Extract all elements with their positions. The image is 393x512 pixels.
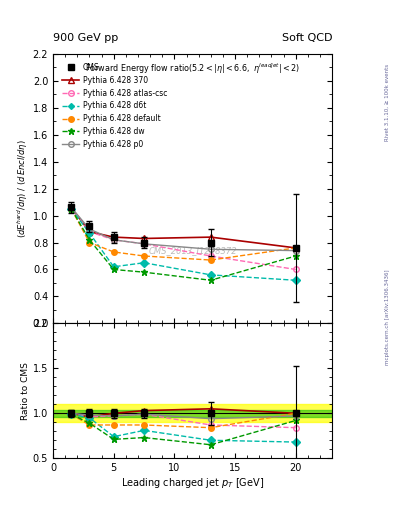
Y-axis label: $(dE^{hard}/d\eta)\ /\ (d\,Encl/d\eta)$: $(dE^{hard}/d\eta)\ /\ (d\,Encl/d\eta)$	[15, 139, 30, 238]
Legend: CMS, Pythia 6.428 370, Pythia 6.428 atlas-csc, Pythia 6.428 d6t, Pythia 6.428 de: CMS, Pythia 6.428 370, Pythia 6.428 atla…	[62, 63, 167, 149]
Text: Rivet 3.1.10, ≥ 100k events: Rivet 3.1.10, ≥ 100k events	[385, 64, 389, 141]
Bar	[53, 404, 332, 422]
Bar	[53, 410, 332, 417]
Text: Soft QCD: Soft QCD	[282, 33, 332, 44]
Text: 900 GeV pp: 900 GeV pp	[53, 33, 118, 44]
Text: Forward Energy flow ratio$(5.2 < |\eta| < 6.6,\ \eta^{leadjet}| < 2)$: Forward Energy flow ratio$(5.2 < |\eta| …	[85, 62, 300, 76]
Text: mcplots.cern.ch [arXiv:1306.3436]: mcplots.cern.ch [arXiv:1306.3436]	[385, 270, 389, 365]
Y-axis label: Ratio to CMS: Ratio to CMS	[21, 362, 30, 420]
X-axis label: Leading charged jet $p_T$ [GeV]: Leading charged jet $p_T$ [GeV]	[121, 476, 264, 490]
Text: CMS_2013_I1218372: CMS_2013_I1218372	[148, 246, 237, 255]
